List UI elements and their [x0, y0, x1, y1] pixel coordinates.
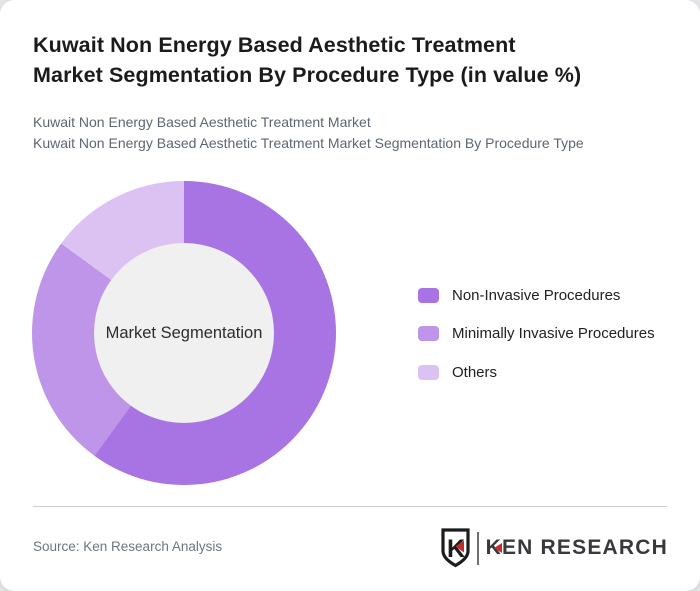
subtitle-line-1: Kuwait Non Energy Based Aesthetic Treatm… [33, 114, 371, 130]
shield-accent-triangle [455, 540, 464, 553]
legend-item: Minimally Invasive Procedures [418, 325, 655, 342]
legend-swatch [418, 287, 439, 303]
chart-legend: Non-Invasive Procedures Minimally Invasi… [418, 287, 655, 403]
donut-center-label: Market Segmentation [105, 323, 263, 342]
legend-item: Non-Invasive Procedures [418, 286, 655, 304]
title-line-2: Market Segmentation By Procedure Type (i… [33, 63, 582, 87]
title-line-1: Kuwait Non Energy Based Aesthetic Treatm… [33, 33, 516, 57]
shield-k-icon: K [440, 528, 470, 568]
legend-label: Minimally Invasive Procedures [452, 325, 655, 342]
legend-label: Non-Invasive Procedures [452, 286, 621, 304]
logo-accent-triangle-icon [493, 543, 502, 553]
donut-chart: Market Segmentation [32, 181, 336, 485]
logo-divider-bar [476, 531, 479, 565]
legend-item: Others [418, 363, 655, 381]
legend-swatch [418, 364, 439, 380]
footer-divider [33, 506, 667, 507]
subtitle-line-2: Kuwait Non Energy Based Aesthetic Treatm… [33, 135, 584, 151]
page-title: Kuwait Non Energy Based Aesthetic Treatm… [33, 30, 581, 90]
ken-research-logo: K K EN RESEARCH [440, 528, 668, 568]
chart-subtitle: Kuwait Non Energy Based Aesthetic Treatm… [33, 112, 584, 154]
donut-hole: Market Segmentation [94, 243, 274, 423]
svg-text:K: K [447, 535, 465, 563]
legend-swatch [418, 326, 439, 341]
source-note: Source: Ken Research Analysis [33, 539, 223, 554]
logo-wordmark-k: K [485, 536, 502, 559]
legend-label: Others [452, 363, 498, 381]
logo-wordmark-rest: EN RESEARCH [501, 536, 668, 559]
logo-wordmark: K EN RESEARCH [486, 528, 668, 568]
